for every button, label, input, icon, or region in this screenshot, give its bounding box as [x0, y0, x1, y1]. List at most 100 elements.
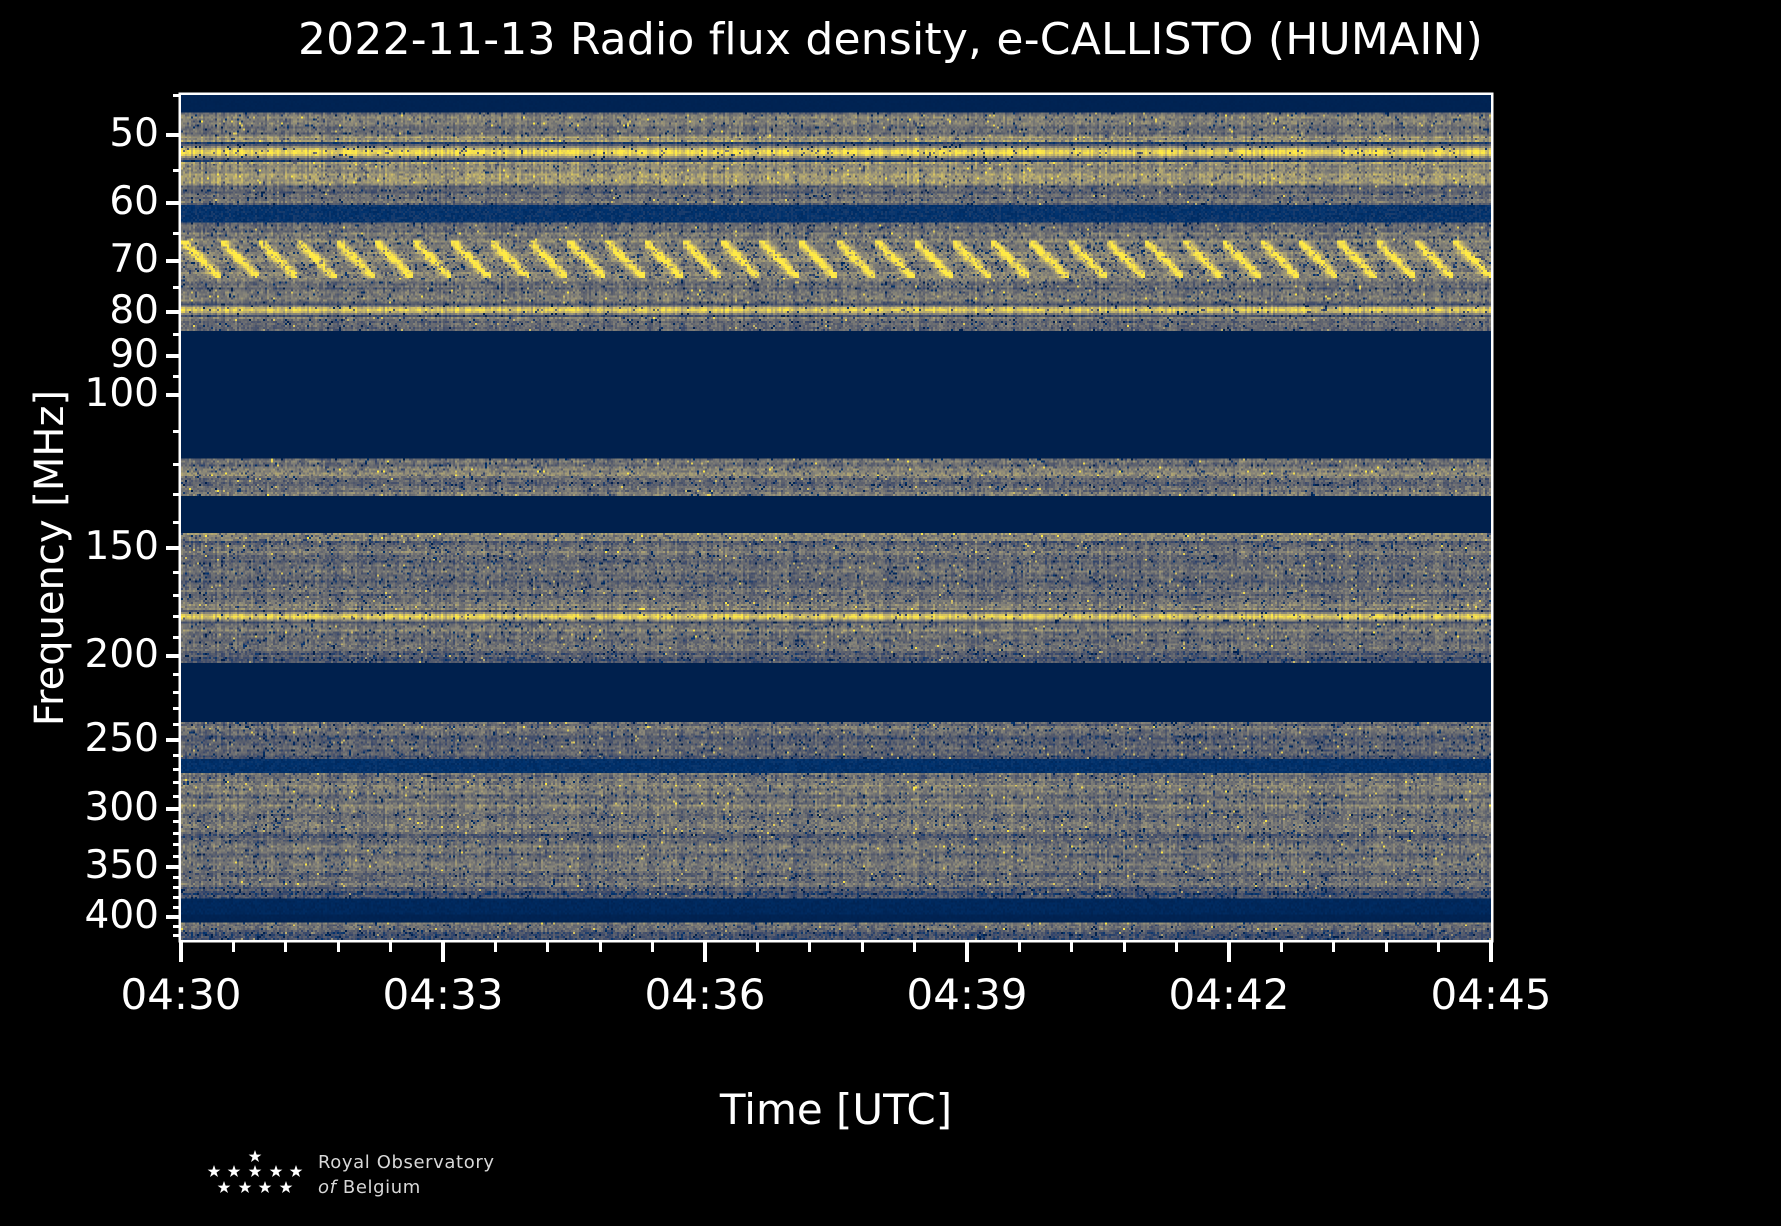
y-minor-tick-mark: [173, 332, 181, 336]
y-tick-label: 200: [84, 632, 159, 678]
x-minor-tick-mark: [1384, 940, 1388, 952]
y-minor-tick-mark: [173, 794, 181, 798]
y-tick-mark: [166, 201, 181, 206]
x-axis-title: Time [UTC]: [719, 1085, 953, 1134]
y-tick-mark: [166, 864, 181, 869]
y-minor-tick-mark: [173, 753, 181, 757]
y-minor-tick-mark: [173, 767, 181, 771]
y-tick-label: 350: [84, 842, 159, 888]
y-tick-label: 70: [109, 237, 159, 283]
y-tick-label: 90: [109, 331, 159, 377]
x-minor-tick-mark: [755, 940, 759, 952]
y-minor-tick-mark: [173, 593, 181, 597]
x-tick-mark: [1489, 940, 1493, 962]
x-tick-label: 04:45: [1430, 970, 1552, 1019]
y-minor-tick-mark: [173, 906, 181, 910]
x-minor-tick-mark: [1332, 940, 1336, 952]
y-minor-tick-mark: [173, 93, 181, 97]
x-minor-tick-mark: [284, 940, 288, 952]
y-tick-label: 100: [84, 371, 159, 417]
y-minor-tick-mark: [173, 843, 181, 847]
y-tick-label: 300: [84, 784, 159, 830]
logo-of-word: of: [318, 1177, 337, 1198]
x-minor-tick-mark: [1017, 940, 1021, 952]
y-minor-tick-mark: [173, 723, 181, 727]
spectrogram-canvas: [181, 95, 1491, 940]
x-minor-tick-mark: [1070, 940, 1074, 952]
x-minor-tick-mark: [1175, 940, 1179, 952]
x-minor-tick-mark: [651, 940, 655, 952]
y-minor-tick-mark: [173, 876, 181, 880]
y-minor-tick-mark: [173, 285, 181, 289]
y-tick-mark: [166, 259, 181, 264]
x-tick-mark: [179, 940, 183, 962]
y-tick-mark: [166, 132, 181, 137]
y-minor-tick-mark: [173, 690, 181, 694]
x-minor-tick-mark: [808, 940, 812, 952]
x-tick-label: 04:30: [120, 970, 242, 1019]
x-tick-label: 04:42: [1168, 970, 1290, 1019]
spectrogram-plot-area: [181, 95, 1491, 940]
x-minor-tick-mark: [860, 940, 864, 952]
x-tick-label: 04:39: [906, 970, 1028, 1019]
x-minor-tick-mark: [493, 940, 497, 952]
eu-stars-icon: [207, 1150, 303, 1193]
logo-text: Royal Observatory of Belgium: [318, 1150, 618, 1200]
y-minor-tick-mark: [173, 169, 181, 173]
y-minor-tick-mark: [173, 520, 181, 524]
spectrogram-image: [181, 95, 1491, 940]
y-minor-tick-mark: [173, 924, 181, 928]
y-minor-tick-mark: [173, 707, 181, 711]
y-minor-tick-mark: [173, 615, 181, 619]
y-tick-mark: [166, 806, 181, 811]
x-minor-tick-mark: [336, 940, 340, 952]
y-minor-tick-mark: [173, 896, 181, 900]
y-tick-mark: [166, 654, 181, 659]
y-tick-label: 400: [84, 893, 159, 939]
y-axis: Frequency [MHz] 50 60 70 80 90 100 150 200 250 30…: [0, 93, 181, 940]
page-title: 2022-11-13 Radio flux density, e-CALLIST…: [297, 14, 1484, 65]
y-tick-mark: [166, 915, 181, 920]
y-minor-tick-mark: [173, 231, 181, 235]
y-minor-tick-mark: [173, 673, 181, 677]
x-tick-mark: [1227, 940, 1231, 962]
y-tick-label: 250: [84, 716, 159, 762]
x-tick-mark: [441, 940, 445, 962]
x-tick-label: 04:33: [382, 970, 504, 1019]
logo-line-1: Royal Observatory: [318, 1152, 495, 1173]
y-tick-label: 50: [109, 110, 159, 156]
x-minor-tick-mark: [546, 940, 550, 952]
y-minor-tick-mark: [173, 886, 181, 890]
x-axis: 04:30 04:33 04:36 04:39 04:42 04:45: [120, 940, 1552, 1120]
y-minor-tick-mark: [173, 934, 181, 938]
y-axis-title: Frequency [MHz]: [27, 389, 73, 727]
y-tick-label: 80: [109, 287, 159, 333]
x-minor-tick-mark: [598, 940, 602, 952]
royal-observatory-logo: Royal Observatory of Belgium: [200, 1148, 620, 1212]
x-minor-tick-mark: [1122, 940, 1126, 952]
y-minor-tick-mark: [173, 570, 181, 574]
logo-line-2: of Belgium: [318, 1175, 618, 1200]
y-minor-tick-mark: [173, 374, 181, 378]
y-tick-label: 60: [109, 179, 159, 225]
y-minor-tick-mark: [173, 819, 181, 823]
y-tick-mark: [166, 738, 181, 743]
x-minor-tick-mark: [389, 940, 393, 952]
y-minor-tick-mark: [173, 492, 181, 496]
x-minor-tick-mark: [231, 940, 235, 952]
y-minor-tick-mark: [173, 462, 181, 466]
logo-belgium-word: Belgium: [342, 1177, 421, 1198]
x-minor-tick-mark: [1437, 940, 1441, 952]
x-tick-mark: [965, 940, 969, 962]
x-minor-tick-mark: [913, 940, 917, 952]
y-tick-mark: [166, 353, 181, 358]
y-tick-label: 150: [84, 524, 159, 570]
x-tick-label: 04:36: [644, 970, 766, 1019]
y-minor-tick-mark: [173, 831, 181, 835]
y-minor-tick-mark: [173, 635, 181, 639]
y-minor-tick-mark: [173, 781, 181, 785]
y-minor-tick-mark: [173, 854, 181, 858]
x-minor-tick-mark: [1279, 940, 1283, 952]
x-tick-mark: [703, 940, 707, 962]
